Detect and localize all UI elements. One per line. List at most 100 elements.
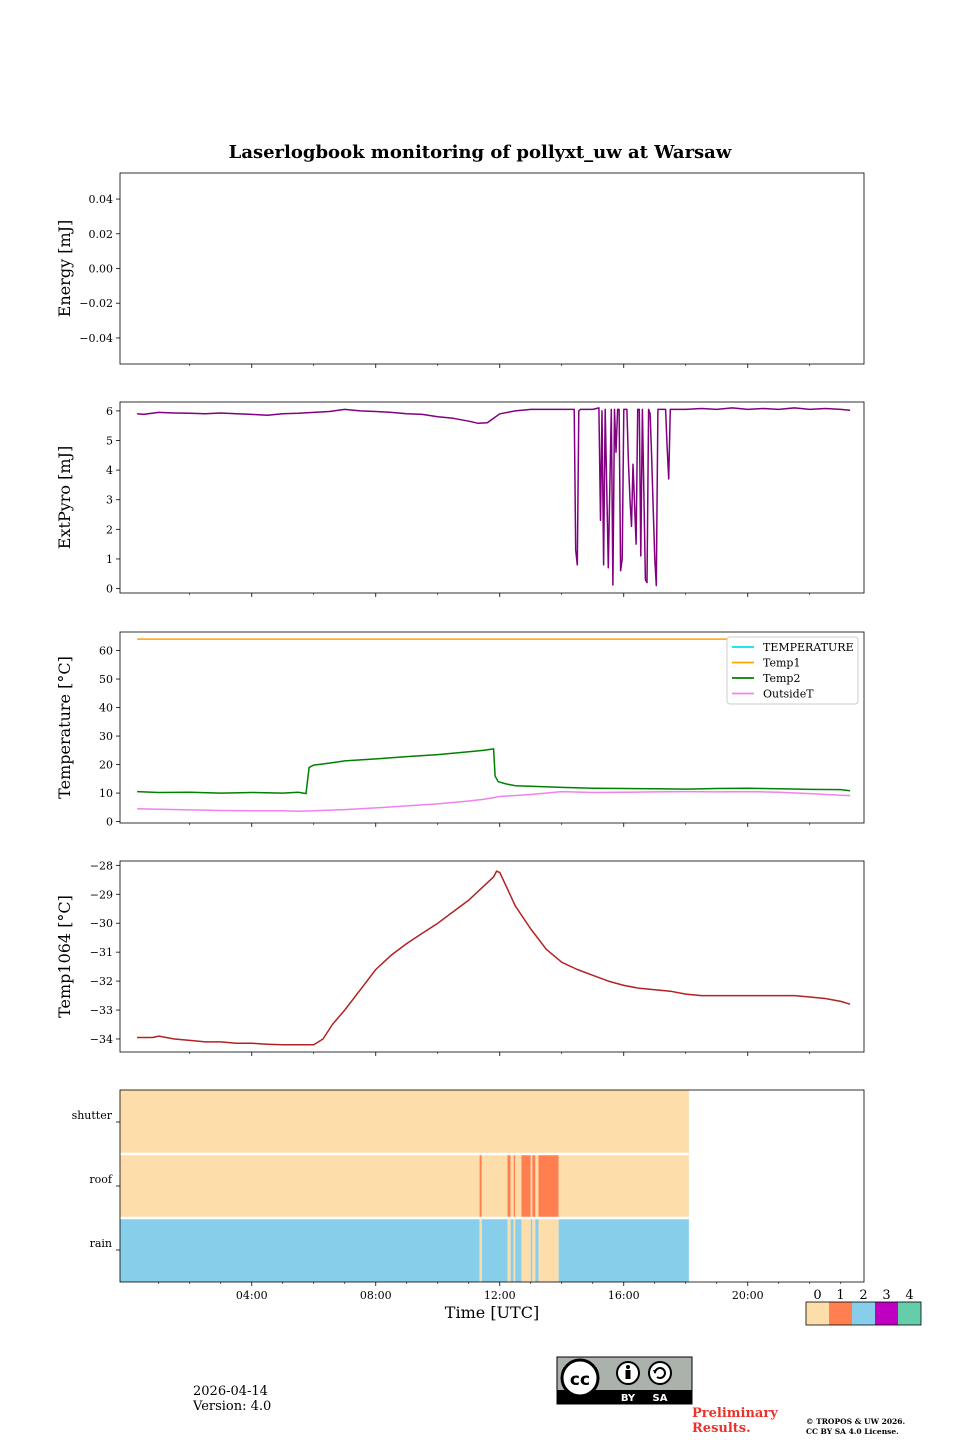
panel-status: shutter roof rain 04:00 08:00 12:00 16:00 20:00… [72, 1089, 865, 1322]
axes-frame [119, 631, 865, 824]
legend: TEMPERATURE Temp1 Temp2 OutsideT [726, 636, 859, 705]
y-tick-label: 30 [99, 730, 113, 743]
status-row-label: roof [89, 1173, 113, 1186]
y-tick-label: 0 [106, 583, 113, 596]
y-tick-label: 0.02 [89, 228, 114, 241]
y-tick-label: −0.04 [79, 332, 113, 345]
x-tick-label: 16:00 [608, 1289, 640, 1302]
y-tick-label: 3 [106, 494, 113, 507]
axes-frame [119, 172, 865, 365]
status-segment [538, 1218, 559, 1282]
y-tick-label: 60 [99, 645, 113, 658]
axes-frame [119, 1089, 865, 1283]
status-segment [510, 1218, 514, 1282]
colorbar-cell [829, 1302, 852, 1325]
figure-title: Laserlogbook monitoring of pollyxt_uw at… [229, 142, 732, 163]
status-row-label: shutter [72, 1109, 113, 1122]
preliminary-line-1: Preliminary [692, 1406, 778, 1421]
status-segment [510, 1154, 514, 1218]
status-segment [532, 1218, 536, 1282]
status-segment [120, 1090, 689, 1154]
badge-sa-label: SA [653, 1393, 668, 1404]
y-tick-label: 20 [99, 759, 113, 772]
status-segment [535, 1154, 539, 1218]
copyright-line-2: CC BY SA 4.0 License. [806, 1427, 899, 1436]
colorbar-cell [875, 1302, 898, 1325]
series-extpyro [137, 407, 851, 587]
y-tick-label: 5 [106, 434, 113, 447]
y-tick-label: −31 [90, 946, 113, 959]
status-segment [558, 1218, 689, 1282]
panel-energy: 0.04 0.02 0.00 −0.02 −0.04 Energy [mJ] [55, 172, 865, 368]
status-segment [513, 1218, 516, 1282]
cc-by-sa-badge: cc BY SA [556, 1356, 693, 1405]
x-tick-label: 04:00 [236, 1289, 268, 1302]
y-tick-label: −30 [90, 917, 113, 930]
status-segment [507, 1218, 511, 1282]
y-tick-label: 0 [106, 816, 113, 829]
status-segment [521, 1218, 531, 1282]
status-segment [120, 1218, 480, 1282]
colorbar-cell [898, 1302, 921, 1325]
date-version-stamp: 2026-04-14 Version: 4.0 [193, 1384, 271, 1414]
status-segment [481, 1154, 508, 1218]
status-segment [120, 1154, 480, 1218]
status-row-label: rain [90, 1237, 112, 1250]
status-segment [530, 1154, 533, 1218]
x-tick-label: 20:00 [732, 1289, 764, 1302]
y-tick-label: 50 [99, 673, 113, 686]
x-tick-label: 08:00 [360, 1289, 392, 1302]
y-axis-label: ExtPyro [mJ] [55, 446, 74, 549]
axes-frame [119, 401, 865, 594]
preliminary-notice: Preliminary Results. [692, 1406, 778, 1436]
legend-label: Temp1 [763, 657, 800, 670]
status-segment [532, 1154, 536, 1218]
legend-label: Temp2 [763, 672, 800, 685]
colorbar-label: 1 [836, 1288, 844, 1303]
series-outsidet [137, 790, 851, 813]
copyright-notice: © TROPOS & UW 2026. CC BY SA 4.0 License… [806, 1417, 905, 1437]
y-tick-label: 0.00 [89, 263, 114, 276]
y-tick-label: 4 [106, 464, 113, 477]
share-alike-icon [648, 1361, 672, 1385]
y-tick-label: 6 [106, 405, 113, 418]
cc-logo-icon [560, 1358, 600, 1398]
plot-date: 2026-04-14 [193, 1384, 268, 1399]
status-segment [515, 1154, 522, 1218]
panel-extpyro: 0 1 2 3 4 5 6 ExtPyro [mJ] [55, 401, 865, 597]
status-segment [530, 1218, 533, 1282]
series-temp2 [137, 748, 851, 795]
colorbar-cell [852, 1302, 875, 1325]
y-tick-label: 0.04 [89, 193, 114, 206]
status-segment [479, 1218, 482, 1282]
status-segment [479, 1154, 482, 1218]
y-tick-label: −29 [90, 888, 113, 901]
status-segment [513, 1154, 516, 1218]
panel-temperature: 0 10 20 30 40 50 60 Temperature [°C] TEMPERATURE… [55, 631, 865, 829]
copyright-line-1: © TROPOS & UW 2026. [806, 1417, 906, 1426]
y-tick-label: 1 [106, 553, 113, 566]
status-segment [481, 1218, 508, 1282]
axes-frame [119, 860, 865, 1053]
y-axis-label: Temperature [°C] [55, 656, 74, 799]
y-tick-label: 10 [99, 787, 113, 800]
y-tick-label: −28 [90, 859, 113, 872]
y-axis-label: Temp1064 [°C] [55, 895, 74, 1018]
cc-logo-text: cc [570, 1370, 590, 1390]
y-tick-label: −0.02 [79, 297, 113, 310]
y-tick-label: 2 [106, 523, 113, 536]
status-segment [538, 1154, 559, 1218]
panel-temp1064: −28 −29 −30 −31 −32 −33 −34 Temp1064 [°C] [55, 859, 865, 1056]
legend-label: TEMPERATURE [763, 641, 854, 654]
x-tick-label: 12:00 [484, 1289, 516, 1302]
badge-by-label: BY [621, 1393, 636, 1404]
colorbar-label: 0 [813, 1288, 821, 1303]
y-tick-label: −32 [90, 975, 113, 988]
x-axis-label: Time [UTC] [445, 1303, 539, 1322]
status-segment [507, 1154, 511, 1218]
legend-box [726, 636, 859, 705]
colorbar-label: 4 [905, 1288, 913, 1303]
status-segment [521, 1154, 531, 1218]
